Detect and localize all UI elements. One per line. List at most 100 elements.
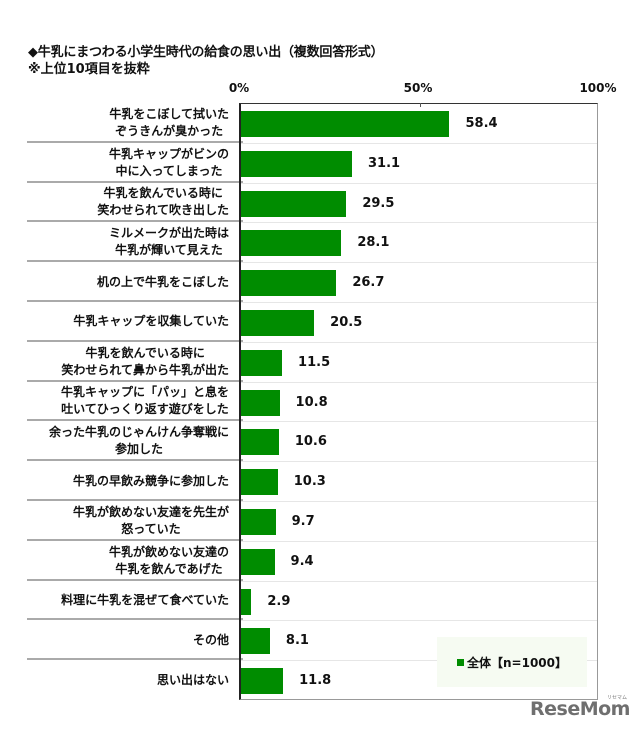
row-gridline [241,660,597,662]
category-label-row: 牛乳が飲めない友達の 牛乳を飲んであげた [27,541,243,581]
category-label: 牛乳の早飲み競争に参加した [72,473,229,488]
bar-row: 9.7 [241,502,597,542]
row-separator [27,299,243,302]
bar-row: 11.8 [241,661,597,701]
bar-value-label: 20.5 [330,315,363,330]
resemom-logo-ruby: リセマム [607,695,628,701]
category-label-row: 牛乳の早飲み競争に参加した [27,461,243,501]
row-separator [27,260,243,263]
bar-value-label: 31.1 [368,155,401,171]
category-label: 余った牛乳のじゃんけん争奪戦に 参加した [48,425,229,457]
bar-row: 58.4 [241,104,597,144]
bar-value-label: 11.8 [299,673,332,689]
bar-value-label: 11.5 [298,354,331,370]
bar-value-label: 29.5 [362,195,395,211]
bar-value-label: 28.1 [357,235,390,251]
category-label: 牛乳をこぼして拭いた ぞうきんが臭かった [109,106,229,138]
chart-subtitle: ※上位10項目を抜粋 [28,62,150,77]
row-separator [27,578,243,581]
bar-value-label: 10.6 [294,434,327,450]
row-separator [27,180,243,183]
row-gridline [241,461,597,463]
resemom-logo: ReseMom [530,698,630,720]
bar [241,310,315,336]
category-label-row: 余った牛乳のじゃんけん争奪戦に 参加した [27,421,243,462]
category-label: 料理に牛乳を混ぜて食べていた [61,592,229,607]
bar-value-label: 26.7 [352,275,385,291]
bar [241,349,283,376]
bar-value-label: 8.1 [285,633,309,649]
bar [241,190,347,217]
bar-value-label: 58.4 [465,116,498,131]
row-separator [27,220,243,223]
bar-value-label: 9.7 [291,514,315,529]
x-tick-100: 100% [579,81,617,95]
bar [241,469,278,496]
bar-row: 8.1 [241,621,597,662]
category-label: 牛乳キャップを収集していた [73,314,229,329]
category-label: 牛乳キャップに「パッ」と息を 吐いてひっくり返す遊びをした [60,385,229,417]
bar-row: 10.6 [241,422,597,463]
bar [241,628,270,655]
bar-value-label: 10.8 [295,394,328,410]
row-gridline [241,580,597,582]
category-label-row: 料理に牛乳を混ぜて食べていた [27,581,243,621]
bar-row: 28.1 [241,223,597,264]
bar-row: 20.5 [241,303,597,343]
bar-row: 26.7 [241,263,597,303]
bar [241,270,337,297]
bar-value-label: 10.3 [293,474,326,490]
category-label-row: その他 [27,620,243,661]
row-separator [27,618,243,621]
bar-row: 10.3 [241,462,597,502]
bar [241,668,284,695]
bar-value-label: 9.4 [290,553,314,569]
row-gridline [241,222,597,224]
category-label: 机の上で牛乳をこぼした [96,274,229,289]
row-separator [27,339,243,342]
category-label: 思い出はない [156,672,229,687]
category-label: 牛乳が飲めない友達を先生が 怒っていた [72,504,229,536]
category-label: 牛乳を飲んでいる時に 笑わせられて吹き出した [97,186,229,218]
gridline-tick-50 [420,103,421,107]
legend-swatch-icon [457,658,464,666]
row-gridline [241,341,597,343]
bar-row: 29.5 [241,184,597,224]
row-separator [27,419,243,422]
row-gridline [241,142,597,144]
row-gridline [241,381,597,383]
bar [241,150,353,177]
category-label-row: 牛乳を飲んでいる時に 笑わせられて鼻から牛乳が出た [27,342,243,382]
bar [241,429,279,456]
plot-area: 58.4 31.1 29.5 28.1 26.7 20.5 11.5 10.8 10.6 10.3… [239,103,598,700]
x-tick-50: 50% [403,81,433,95]
row-separator [27,498,243,501]
row-gridline [241,262,597,264]
category-label-row: 牛乳を飲んでいる時に 笑わせられて吹き出した [27,183,243,223]
category-label: 牛乳が飲めない友達の 牛乳を飲んであげた [108,544,229,576]
bar-row: 11.5 [241,343,597,383]
category-label: その他 [192,632,229,647]
category-label: ミルメークが出た時は 牛乳が輝いて見えた [108,226,229,258]
bar-row: 9.4 [241,542,597,582]
row-gridline [241,620,597,622]
category-label-row: ミルメークが出た時は 牛乳が輝いて見えた [27,222,243,263]
row-gridline [241,500,597,502]
row-gridline [241,421,597,423]
row-separator [27,538,243,541]
category-label-row: 牛乳キャップを収集していた [27,302,243,342]
bar [241,588,252,615]
category-label-row: 牛乳をこぼして拭いた ぞうきんが臭かった [27,103,243,143]
row-separator [27,140,243,143]
bar-row: 31.1 [241,144,597,184]
x-tick-0: 0% [228,81,250,95]
chart-title: ◆牛乳にまつわる小学生時代の給食の思い出（複数回答形式） [28,45,384,60]
category-labels: 牛乳をこぼして拭いた ぞうきんが臭かった 牛乳キャップがビンの 中に入ってしまった… [27,103,243,700]
row-separator [27,379,243,382]
row-gridline [241,182,597,184]
bar-row: 2.9 [241,582,597,622]
bar [241,389,280,416]
row-separator [27,459,243,462]
category-label: 牛乳キャップがビンの 中に入ってしまった [108,146,229,178]
row-gridline [241,540,597,542]
